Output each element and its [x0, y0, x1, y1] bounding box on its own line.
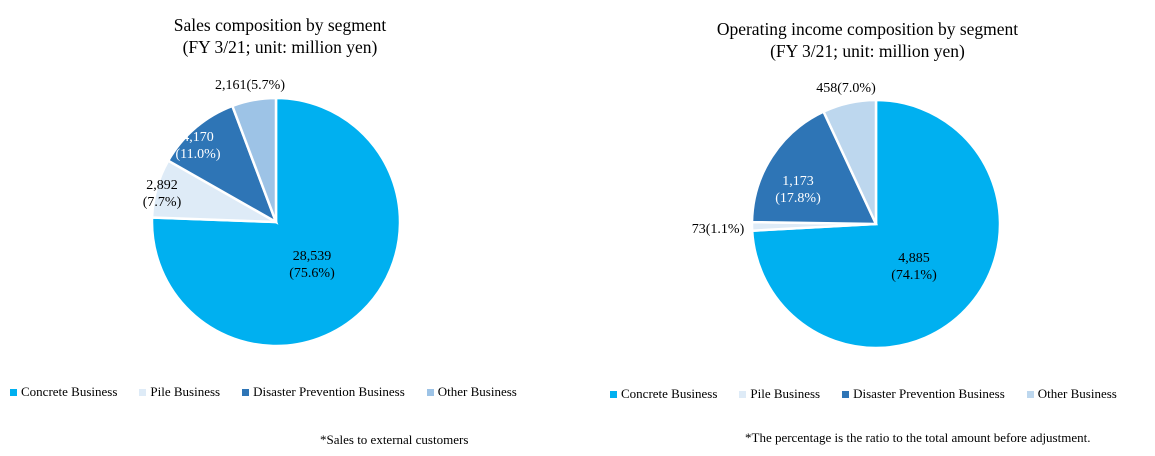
chart-subtitle: (FY 3/21; unit: million yen) [770, 41, 965, 61]
chart-legend: Concrete Business Pile Business Disaster P… [10, 384, 539, 400]
pie-chart: 4,885 (74.1%) 73(1.1%) 1,173 (17.8%) 458(7.0%… [692, 81, 1002, 350]
pie-slice-other-business [821, 98, 878, 225]
legend-label: Pile Business [150, 384, 221, 399]
chart-subtitle: (FY 3/21; unit: million yen) [182, 37, 378, 57]
legend-swatch [139, 388, 147, 396]
legend-item-concrete-business: Concrete Business [610, 386, 717, 402]
legend-label: Concrete Business [21, 384, 118, 399]
legend-swatch [739, 390, 747, 398]
pie-chart: 28,539 (75.6%) 2,892 (7.7%) 4,170 (11.0%) 2,16… [143, 78, 402, 348]
legend-label: Other Business [437, 384, 517, 399]
legend-item-disaster-prevention-business: Disaster Prevention Business [842, 386, 1005, 402]
data-label-disaster-prevention-business: 4,170 (11.0%) [176, 130, 221, 162]
legend-item-other-business: Other Business [426, 384, 517, 400]
legend-swatch [242, 388, 250, 396]
legend-swatch [1026, 390, 1034, 398]
legend-label: Disaster Prevention Business [853, 386, 1005, 401]
data-label-concrete-business: 28,539 (75.6%) [289, 249, 335, 281]
legend-label: Concrete Business [621, 386, 718, 401]
legend-item-pile-business: Pile Business [739, 386, 820, 402]
data-label-other-business: 458(7.0%) [816, 81, 876, 96]
chart-title-block: Sales composition by segment (FY 3/21; u… [0, 14, 560, 58]
data-label-pile-business: 73(1.1%) [692, 222, 745, 237]
sales-composition-chart: Sales composition by segment (FY 3/21; u… [0, 0, 560, 456]
legend-label: Other Business [1037, 386, 1117, 401]
legend-swatch [426, 388, 434, 396]
pie-slice-disaster-prevention-business [166, 104, 279, 225]
legend-item-other-business: Other Business [1026, 386, 1117, 402]
legend-item-disaster-prevention-business: Disaster Prevention Business [242, 384, 405, 400]
chart-title: Operating income composition by segment [716, 19, 1019, 39]
legend-swatch [610, 390, 617, 398]
legend-item-pile-business: Pile Business [139, 384, 220, 400]
chart-footnote: *The percentage is the ratio to the tota… [745, 430, 1091, 445]
data-label-concrete-business: 4,885 (74.1%) [891, 251, 937, 283]
chart-title-block: Operating income composition by segment … [580, 18, 1155, 62]
legend-item-concrete-business: Concrete Business [10, 384, 117, 400]
pie-slice-other-business [230, 96, 278, 223]
pie-slice-disaster-prevention-business [750, 109, 878, 226]
chart-legend: Concrete Business Pile Business Disaster P… [610, 386, 1139, 402]
data-label-pile-business: 2,892 (7.7%) [143, 178, 182, 210]
legend-label: Pile Business [750, 386, 821, 401]
legend-swatch [842, 390, 850, 398]
chart-title: Sales composition by segment [173, 15, 387, 35]
chart-footnote: *Sales to external customers [320, 432, 469, 447]
legend-label: Disaster Prevention Business [253, 384, 405, 399]
legend-swatch [10, 388, 17, 396]
data-label-other-business: 2,161(5.7%) [215, 78, 285, 93]
data-label-disaster-prevention-business: 1,173 (17.8%) [775, 174, 821, 206]
operating-income-composition-chart: Operating income composition by segment … [580, 0, 1155, 456]
